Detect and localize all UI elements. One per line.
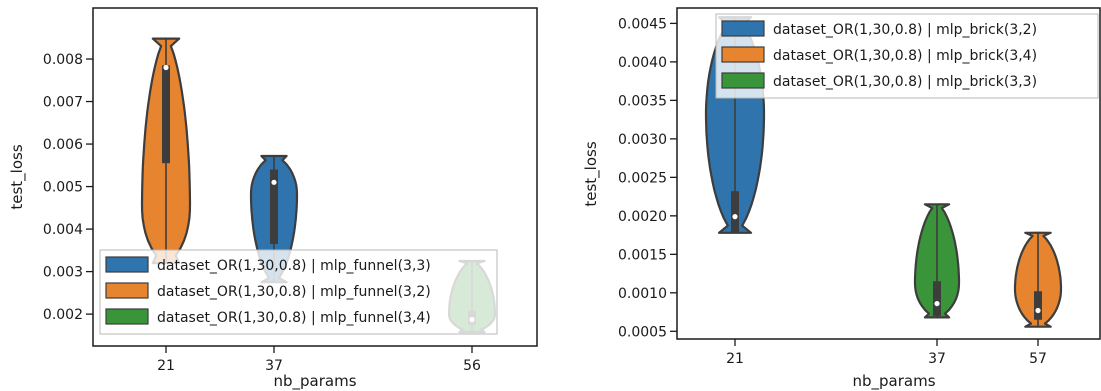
right-panel: 0.0005 0.0010 0.0015 0.0020 0.0025 0.0030 0.00…	[582, 7, 1101, 391]
median-dot	[732, 214, 738, 220]
left-legend: dataset_OR(1,30,0.8) | mlp_funnel(3,3) d…	[99, 249, 498, 335]
x-tick-label: 21	[157, 358, 175, 374]
left-legend-swatch-2	[105, 308, 149, 325]
iqr-box	[162, 65, 170, 164]
right-legend-frame	[715, 13, 1099, 99]
y-tick-label: 0.0030	[618, 132, 667, 148]
left-legend-swatch-0	[105, 256, 149, 273]
right-y-ticks: 0.0005 0.0010 0.0015 0.0020 0.0025 0.0030 0.00…	[618, 16, 677, 340]
median-dot	[1035, 307, 1041, 314]
y-tick-label: 0.0045	[618, 16, 667, 32]
right-legend: dataset_OR(1,30,0.8) | mlp_brick(3,2) da…	[715, 13, 1099, 99]
median-dot	[934, 300, 940, 307]
iqr-box	[270, 169, 278, 244]
right-legend-swatch-1	[721, 46, 765, 63]
right-x-axis-label: nb_params	[852, 372, 935, 391]
right-y-axis-label: test_loss	[582, 141, 601, 206]
right-legend-label-1: dataset_OR(1,30,0.8) | mlp_brick(3,4)	[773, 48, 1037, 64]
y-tick-label: 0.0035	[618, 93, 667, 109]
x-tick-label: 56	[463, 358, 481, 374]
right-legend-label-0: dataset_OR(1,30,0.8) | mlp_brick(3,2)	[773, 22, 1037, 38]
y-tick-label: 0.008	[43, 52, 83, 68]
y-tick-label: 0.0010	[618, 286, 667, 302]
y-tick-label: 0.007	[43, 95, 83, 111]
left-x-axis-label: nb_params	[273, 372, 356, 391]
x-tick-label: 37	[928, 351, 946, 367]
median-dot	[163, 64, 169, 71]
y-tick-label: 0.002	[43, 307, 83, 323]
left-x-ticks: 21 37 56	[157, 346, 481, 374]
y-tick-label: 0.004	[43, 222, 83, 238]
x-tick-label: 57	[1029, 351, 1047, 367]
y-tick-label: 0.005	[43, 180, 83, 196]
iqr-box	[1034, 291, 1042, 320]
iqr-box	[933, 281, 941, 316]
left-legend-label-1: dataset_OR(1,30,0.8) | mlp_funnel(3,2)	[157, 284, 431, 300]
right-legend-swatch-2	[721, 72, 765, 89]
left-legend-frame	[99, 249, 498, 335]
left-y-axis-label: test_loss	[8, 144, 27, 209]
right-legend-label-2: dataset_OR(1,30,0.8) | mlp_brick(3,3)	[773, 74, 1037, 90]
y-tick-label: 0.0005	[618, 324, 667, 340]
iqr-box	[731, 191, 739, 233]
left-panel: 0.002 0.003 0.004 0.005 0.006 0.007 0.008 21 37…	[8, 7, 538, 391]
x-tick-label: 37	[265, 358, 283, 374]
y-tick-label: 0.006	[43, 137, 83, 153]
y-tick-label: 0.003	[43, 265, 83, 281]
right-x-ticks: 21 37 57	[726, 339, 1047, 367]
y-tick-label: 0.0040	[618, 55, 667, 71]
x-tick-label: 21	[726, 351, 744, 367]
right-legend-swatch-0	[721, 20, 765, 37]
y-tick-label: 0.0015	[618, 247, 667, 263]
median-dot	[271, 179, 277, 185]
y-tick-label: 0.0025	[618, 170, 667, 186]
left-legend-swatch-1	[105, 282, 149, 299]
left-legend-label-2: dataset_OR(1,30,0.8) | mlp_funnel(3,4)	[157, 310, 431, 326]
y-tick-label: 0.0020	[618, 209, 667, 225]
left-legend-label-0: dataset_OR(1,30,0.8) | mlp_funnel(3,3)	[157, 258, 431, 274]
left-y-ticks: 0.002 0.003 0.004 0.005 0.006 0.007 0.008	[43, 52, 93, 323]
